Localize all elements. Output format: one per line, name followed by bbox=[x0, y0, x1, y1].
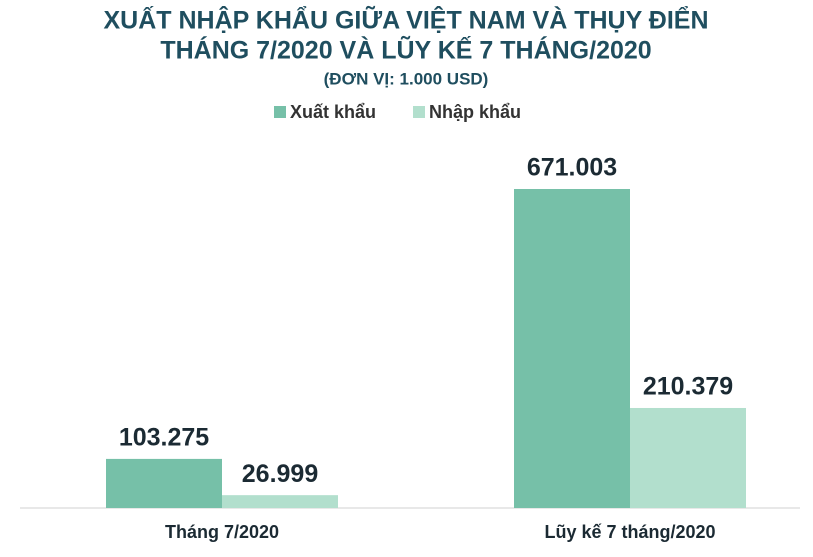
chart-subtitle: (ĐƠN VỊ: 1.000 USD) bbox=[324, 69, 489, 88]
chart-title: XUẤT NHẬP KHẨU GIỮA VIỆT NAM VÀ THỤY ĐIỂ… bbox=[103, 5, 708, 35]
value-label: 26.999 bbox=[242, 460, 318, 488]
legend-swatch bbox=[274, 106, 286, 118]
bar bbox=[630, 407, 746, 508]
x-tick-label: Lũy kế 7 tháng/2020 bbox=[544, 522, 715, 542]
bar bbox=[514, 189, 630, 508]
chart-title: THÁNG 7/2020 VÀ LŨY KẾ 7 THÁNG/2020 bbox=[160, 35, 651, 65]
bar bbox=[106, 458, 222, 508]
legend-label: Nhập khẩu bbox=[429, 102, 521, 122]
value-label: 103.275 bbox=[119, 424, 209, 452]
bar bbox=[222, 495, 338, 508]
legend-swatch bbox=[413, 106, 425, 118]
value-label: 671.003 bbox=[527, 154, 617, 182]
value-label: 210.379 bbox=[643, 373, 733, 401]
legend-label: Xuất khẩu bbox=[290, 102, 376, 122]
x-tick-label: Tháng 7/2020 bbox=[165, 522, 279, 542]
